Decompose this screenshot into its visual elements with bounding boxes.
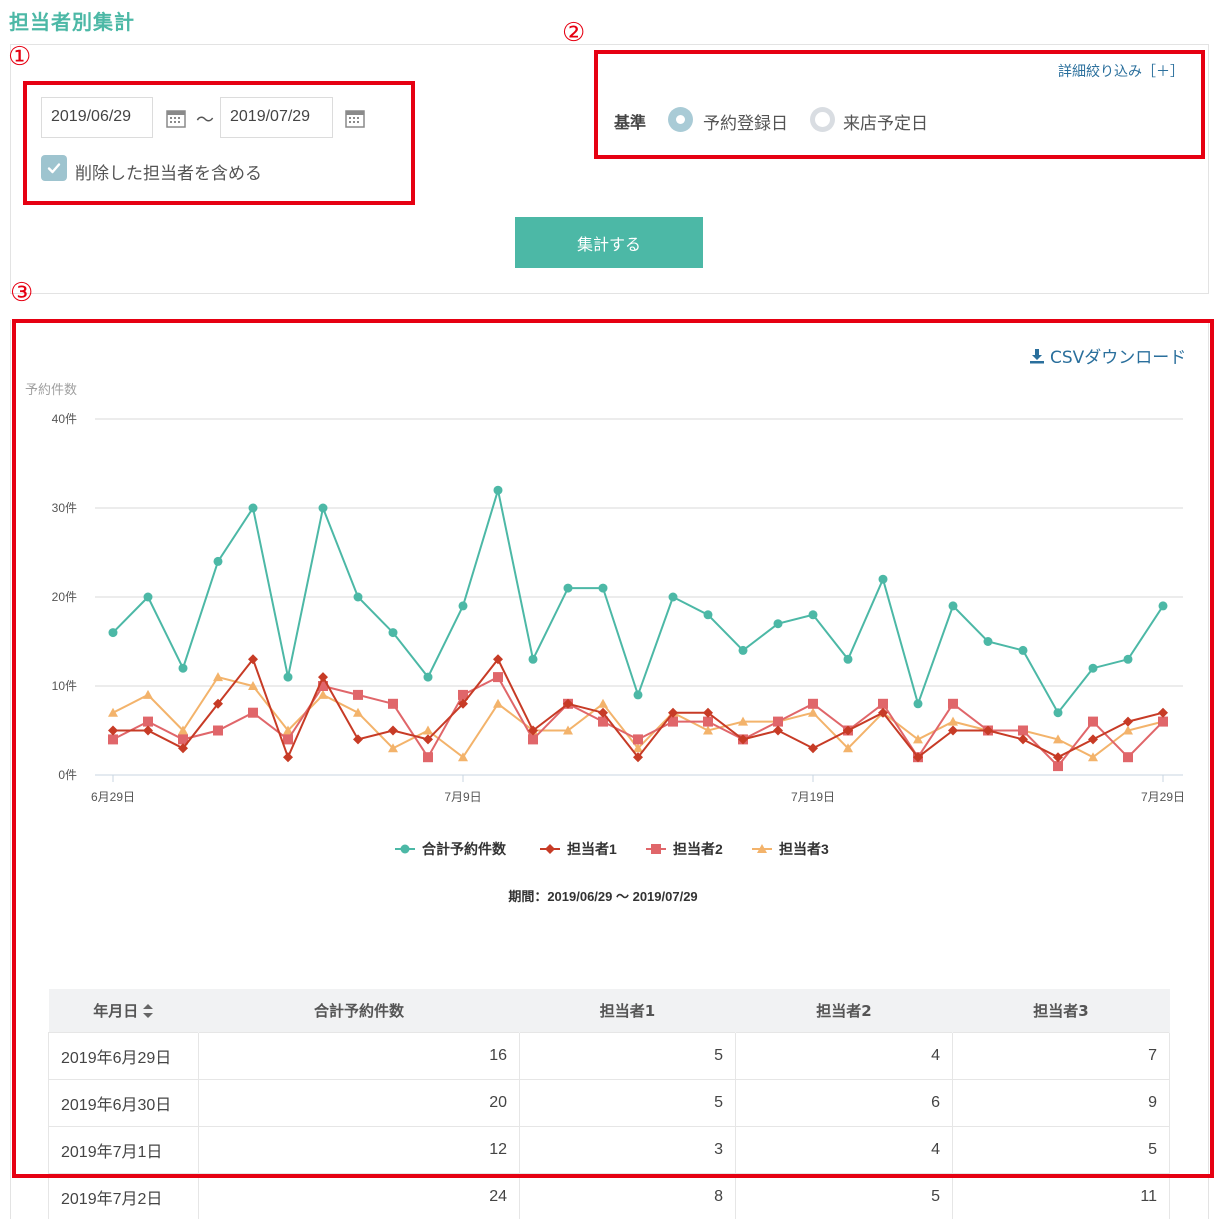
csv-download-link[interactable]: CSVダウンロード xyxy=(1029,343,1186,368)
annotation-2: ② xyxy=(562,18,586,48)
table-cell-value: 20 xyxy=(198,1078,520,1127)
basis-label: 基準 xyxy=(614,113,647,132)
table-cell-date: 2019年7月2日 xyxy=(48,1172,199,1219)
column-header-staff3: 担当者3 xyxy=(952,989,1170,1032)
table-cell-value: 9 xyxy=(952,1078,1170,1127)
result-panel xyxy=(10,320,1209,1219)
table-cell-date: 2019年7月1日 xyxy=(48,1125,199,1174)
csv-download-label: CSVダウンロード xyxy=(1050,348,1187,368)
radio-visit-date-label: 来店予定日 xyxy=(843,114,928,134)
annotation-1: ① xyxy=(8,42,32,72)
annotation-3: ③ xyxy=(10,278,34,308)
table-cell-date: 2019年6月30日 xyxy=(48,1078,199,1127)
table-cell-value: 4 xyxy=(735,1125,953,1174)
range-separator: 〜 xyxy=(196,110,214,131)
table-header-row: 年月日 合計予約件数 担当者1 担当者2 担当者3 xyxy=(48,989,1170,1032)
column-header-total: 合計予約件数 xyxy=(198,989,520,1032)
sort-icon[interactable] xyxy=(143,1004,154,1019)
include-deleted-checkbox[interactable] xyxy=(41,155,67,181)
table-row: 2019年7月2日 24 8 5 11 xyxy=(48,1172,1170,1219)
table-cell-value: 5 xyxy=(519,1031,736,1080)
table-cell-value: 12 xyxy=(198,1125,520,1174)
column-header-date[interactable]: 年月日 xyxy=(48,989,199,1032)
include-deleted-label: 削除した担当者を含める xyxy=(75,164,262,184)
date-to-input[interactable]: 2019/07/29 xyxy=(220,97,333,138)
table-cell-value: 16 xyxy=(198,1031,520,1080)
check-icon xyxy=(47,163,61,174)
detail-filter-link[interactable]: 詳細絞り込み［＋］ xyxy=(1058,64,1184,80)
table-cell-value: 3 xyxy=(519,1125,736,1174)
table-cell-value: 24 xyxy=(198,1172,520,1219)
download-icon xyxy=(1030,348,1044,363)
column-header-staff1: 担当者1 xyxy=(519,989,736,1032)
table-cell-date: 2019年6月29日 xyxy=(48,1031,199,1080)
table-cell-value: 7 xyxy=(952,1031,1170,1080)
aggregate-button[interactable]: 集計する xyxy=(515,217,703,268)
column-header-staff2: 担当者2 xyxy=(735,989,953,1032)
table-cell-value: 4 xyxy=(735,1031,953,1080)
table-cell-value: 6 xyxy=(735,1078,953,1127)
calendar-to-icon[interactable] xyxy=(345,108,365,128)
table-cell-value: 11 xyxy=(952,1172,1170,1219)
table-cell-value: 5 xyxy=(735,1172,953,1219)
table-cell-value: 5 xyxy=(952,1125,1170,1174)
radio-visit-date[interactable] xyxy=(810,107,835,132)
table-row: 2019年6月29日 16 5 4 7 xyxy=(48,1031,1170,1080)
table-cell-value: 5 xyxy=(519,1078,736,1127)
calendar-from-icon[interactable] xyxy=(166,108,186,128)
radio-registration-date[interactable] xyxy=(668,107,693,132)
table-row: 2019年7月1日 12 3 4 5 xyxy=(48,1125,1170,1174)
results-table: 年月日 合計予約件数 担当者1 担当者2 担当者3 2019年6月29日 16 5 4… xyxy=(48,989,1170,1219)
radio-registration-date-label: 予約登録日 xyxy=(703,114,788,134)
date-from-input[interactable]: 2019/06/29 xyxy=(41,97,153,138)
page-title: 担当者別集計 xyxy=(9,10,135,34)
table-cell-value: 8 xyxy=(519,1172,736,1219)
table-row: 2019年6月30日 20 5 6 9 xyxy=(48,1078,1170,1127)
